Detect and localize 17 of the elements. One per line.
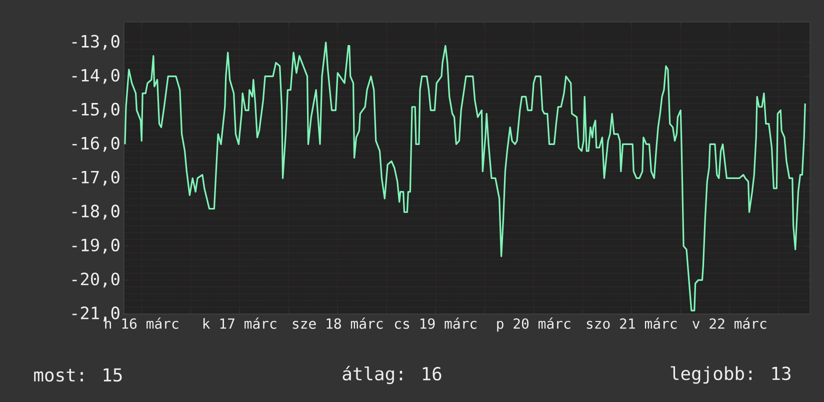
y-tick-label: -20,0 — [72, 272, 120, 288]
y-tick-label: -19,0 — [72, 238, 120, 254]
y-tick-label: -17,0 — [72, 170, 120, 186]
x-tick-label: sze 18 márc — [292, 318, 383, 329]
x-tick-label: k 17 márc — [203, 318, 276, 329]
x-tick-label: p 20 márc — [497, 318, 570, 332]
x-tick-label: szo 21 márc — [586, 318, 677, 329]
y-tick-label: -15,0 — [72, 102, 120, 118]
y-tick-label: -14,0 — [72, 68, 120, 84]
x-tick-label: v 22 márc — [692, 318, 766, 329]
text: legjobb: 13 — [670, 366, 790, 384]
y-tick-label: -13,0 — [72, 34, 120, 50]
text: most: 15 — [34, 368, 122, 382]
x-tick-label: cs 19 márc — [394, 318, 476, 329]
y-tick-label: -18,0 — [72, 204, 120, 220]
y-tick-label: -16,0 — [72, 136, 120, 152]
text: átlag: 16 — [342, 366, 442, 384]
